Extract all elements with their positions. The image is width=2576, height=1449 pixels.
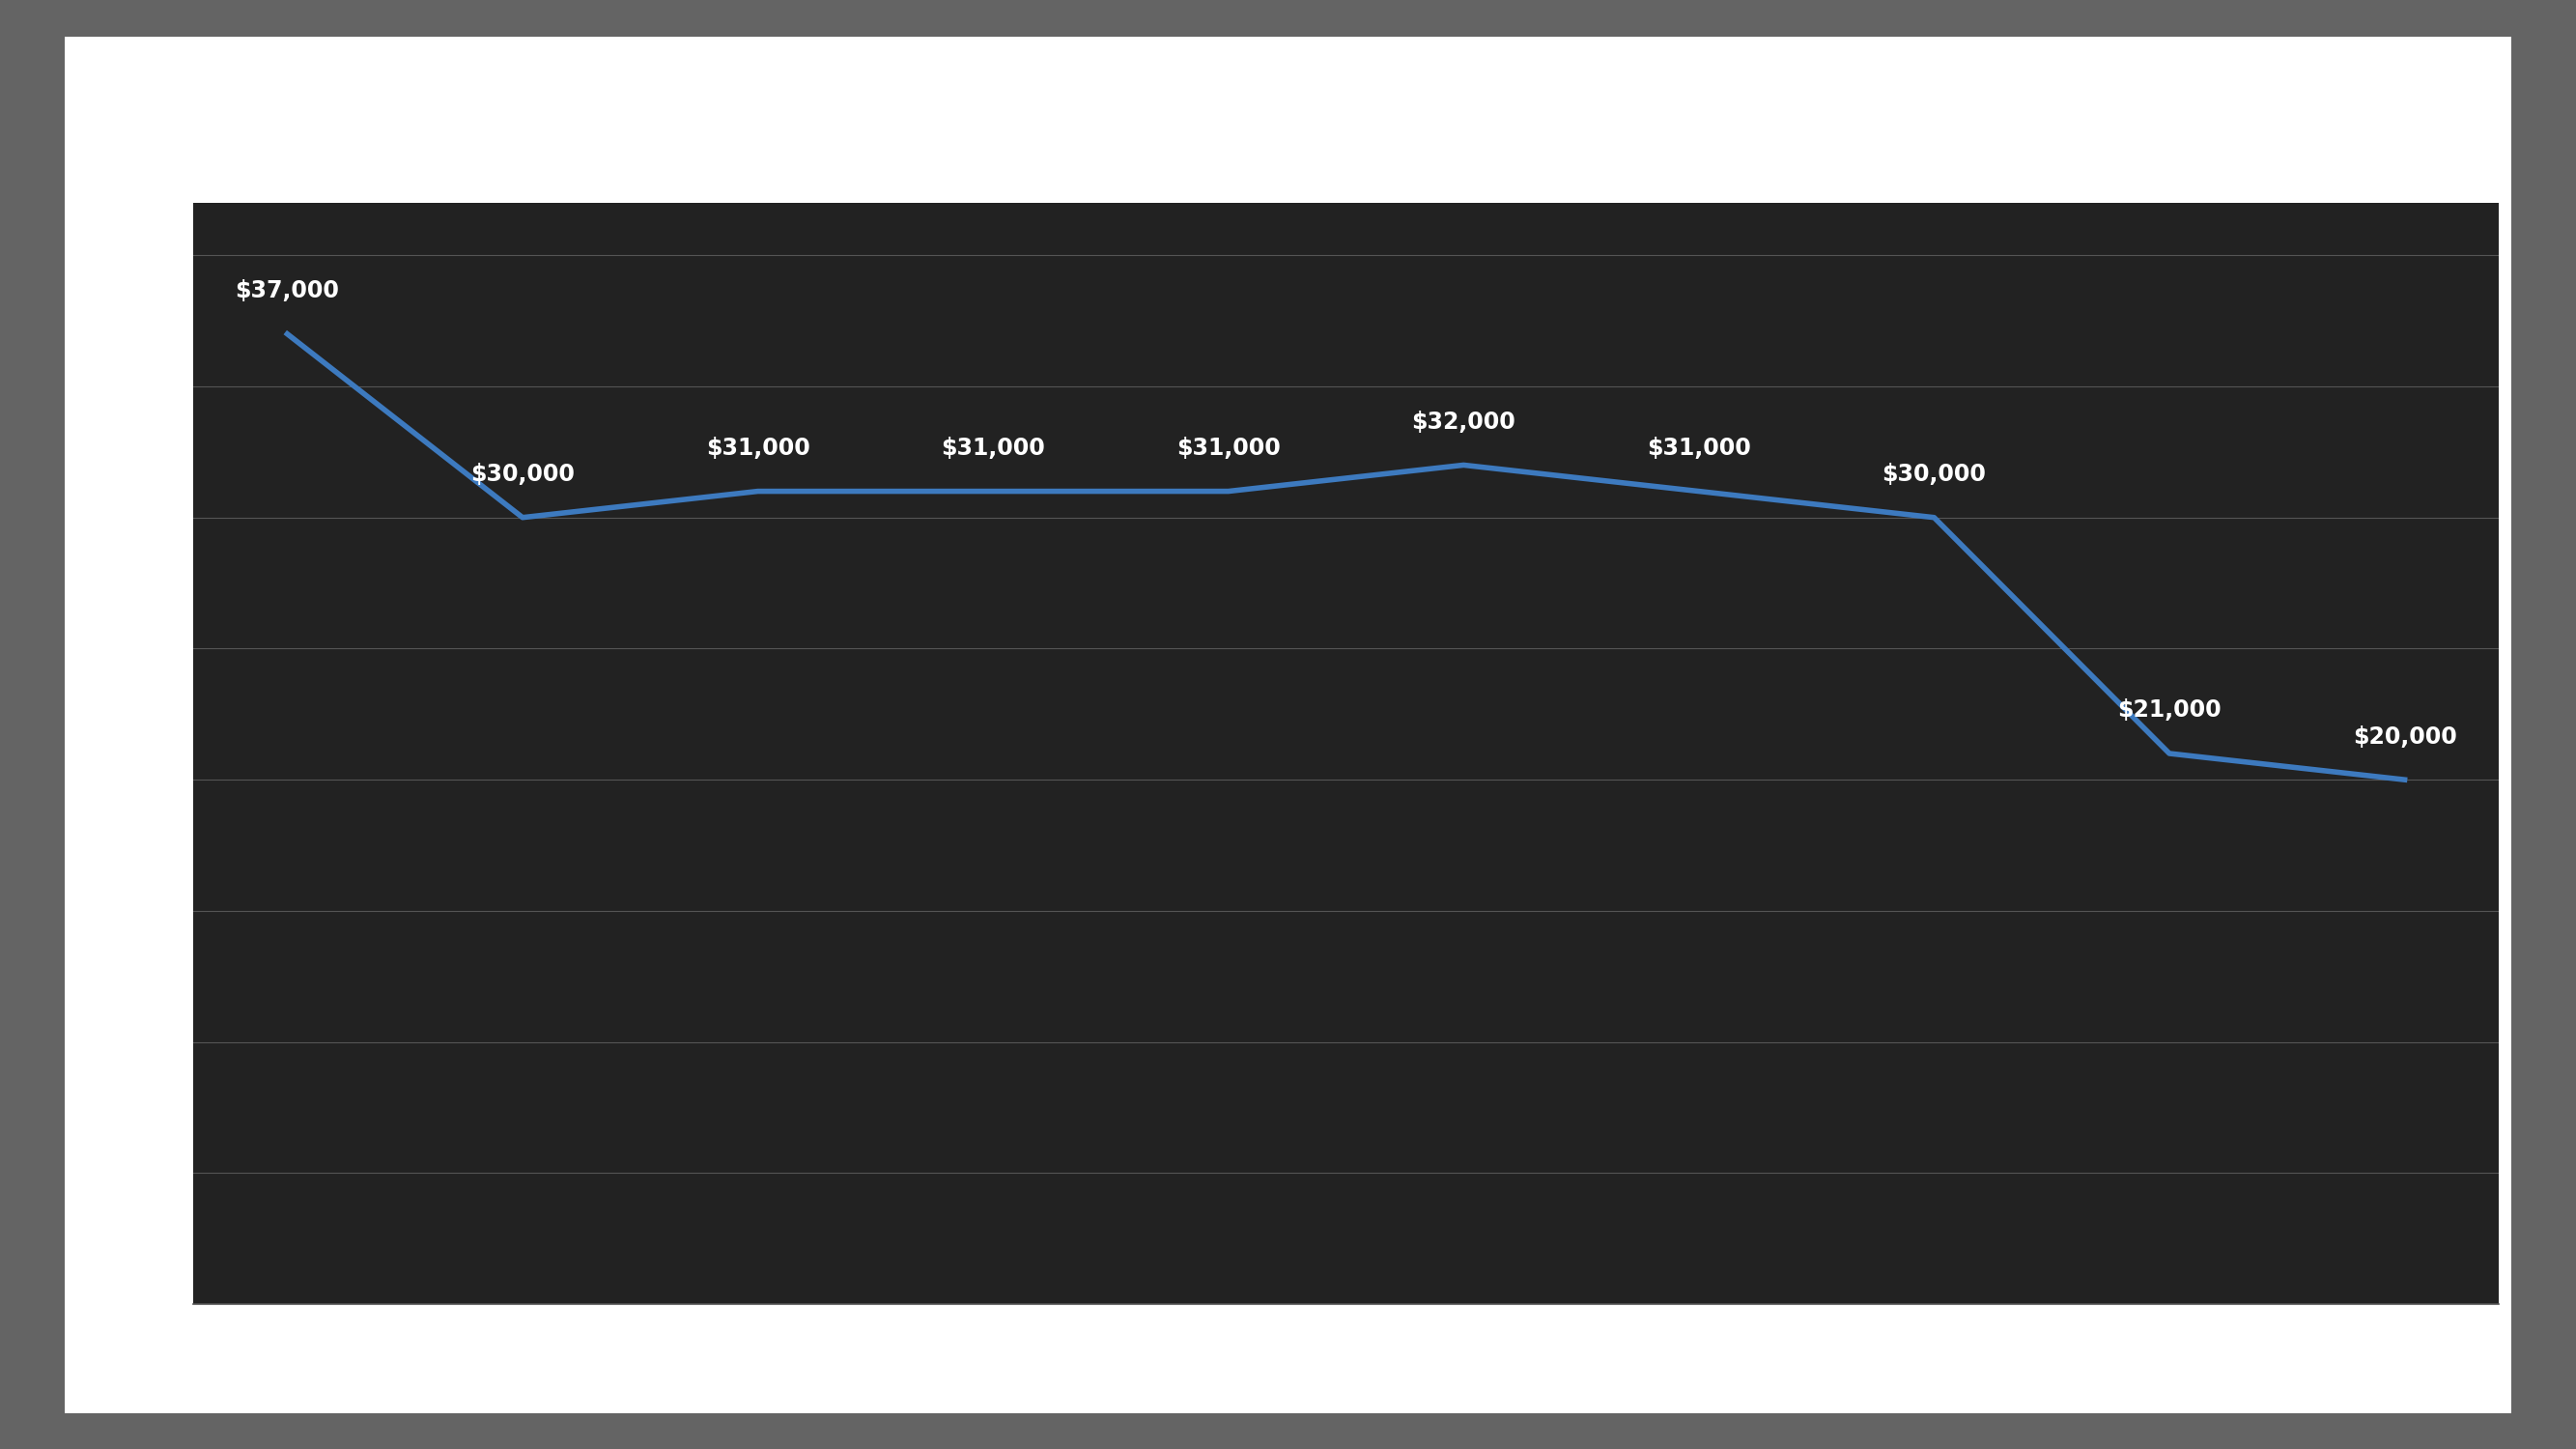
Text: $31,000: $31,000 xyxy=(1177,436,1280,459)
Text: $31,000: $31,000 xyxy=(1646,436,1752,459)
Text: $30,000: $30,000 xyxy=(1883,462,1986,485)
Text: $20,000: $20,000 xyxy=(2352,724,2458,748)
Title: Fund Balance History
2014-2024: Fund Balance History 2014-2024 xyxy=(1136,104,1556,180)
Text: $37,000: $37,000 xyxy=(234,280,340,303)
Text: $30,000: $30,000 xyxy=(471,462,574,485)
Text: $32,000: $32,000 xyxy=(1412,410,1515,433)
Text: $31,000: $31,000 xyxy=(940,436,1046,459)
Text: $31,000: $31,000 xyxy=(706,436,809,459)
Text: $21,000: $21,000 xyxy=(2117,698,2221,722)
